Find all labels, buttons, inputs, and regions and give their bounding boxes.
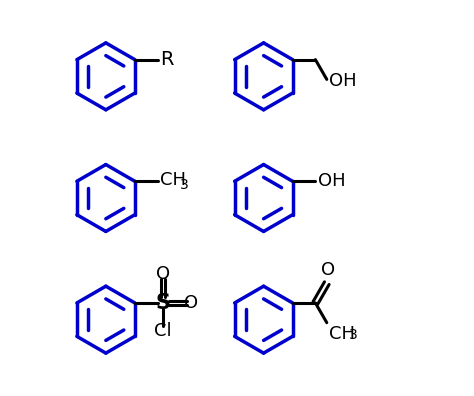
Text: Cl: Cl (154, 322, 172, 341)
Text: O: O (156, 265, 170, 284)
Text: 3: 3 (180, 178, 189, 192)
Text: 3: 3 (349, 328, 357, 343)
Text: O: O (184, 294, 199, 312)
Text: CH: CH (160, 171, 186, 189)
Text: O: O (321, 261, 335, 279)
Text: S: S (155, 293, 171, 313)
Text: OH: OH (318, 172, 345, 190)
Text: R: R (160, 50, 174, 69)
Text: CH: CH (329, 325, 355, 343)
Text: OH: OH (329, 72, 357, 90)
